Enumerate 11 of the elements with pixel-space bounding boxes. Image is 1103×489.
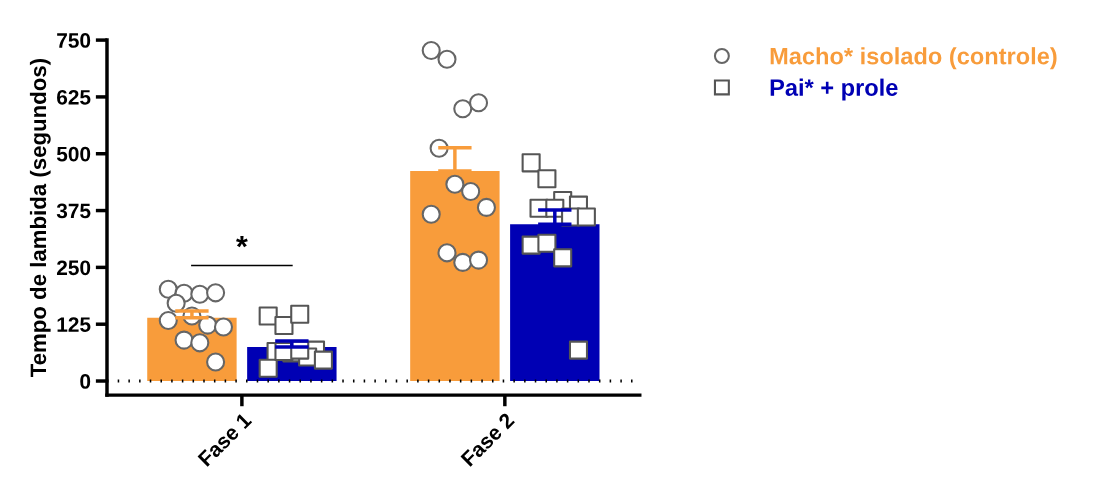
legend-label: Macho* isolado (controle): [770, 47, 1057, 70]
y-axis-title: Tempo de lambida (segundos): [29, 59, 51, 378]
annotation: *: [236, 235, 248, 248]
y-tick-label: 0: [80, 374, 91, 389]
legend-label: Pai* + prole: [770, 78, 898, 101]
y-tick-label: 750: [57, 33, 91, 48]
y-tick-label: 375: [56, 203, 91, 219]
y-tick-label: 125: [57, 317, 91, 332]
y-tick-label: 500: [56, 146, 91, 162]
y-tick-label: 250: [56, 260, 91, 276]
y-tick-label: 625: [57, 89, 91, 105]
